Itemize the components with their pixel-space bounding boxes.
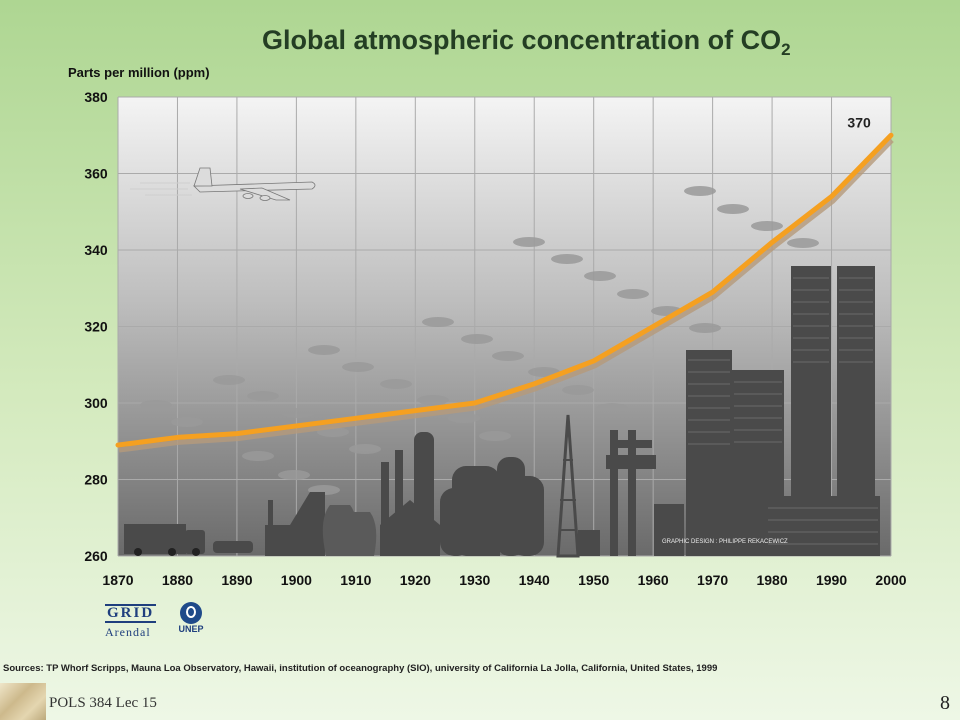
x-tick-1960: 1960 [638, 572, 669, 588]
x-tick-1870: 1870 [102, 572, 133, 588]
source-text: Sources: TP Whorf Scripps, Mauna Loa Obs… [3, 663, 717, 674]
chart-title: Global atmospheric concentration of CO2 [262, 25, 791, 59]
y-tick-280: 280 [84, 472, 108, 488]
series-layer [115, 132, 894, 453]
data-point-1900 [295, 425, 298, 427]
grid-logo-sub: Arendal [105, 625, 151, 639]
data-point-1880 [176, 436, 179, 439]
co2-chart: Global atmospheric concentration of CO2 … [3, 25, 907, 674]
unep-emblem-icon [180, 602, 202, 624]
x-tick-1970: 1970 [697, 572, 728, 588]
x-tick-1890: 1890 [221, 572, 252, 588]
data-point-1980 [771, 241, 773, 244]
footer-texture [0, 683, 46, 720]
y-tick-340: 340 [84, 242, 108, 258]
series-0-line [115, 132, 894, 448]
y-tick-380: 380 [84, 89, 108, 105]
x-tick-1950: 1950 [578, 572, 609, 588]
unep-logo-text: UNEP [178, 624, 204, 634]
smoke-clouds [140, 186, 819, 495]
y-axis-ticks: 260 280 300 320 340 360 380 [84, 89, 108, 564]
data-point-1890 [236, 432, 238, 435]
data-point-1910 [355, 417, 357, 420]
data-point-1870 [117, 444, 119, 446]
grid-arendal-logo: GRID Arendal [105, 604, 175, 640]
y-tick-260: 260 [84, 548, 108, 564]
y-tick-320: 320 [84, 319, 108, 335]
x-axis-ticks: 1870 1880 1890 1900 1910 1920 1930 1940 1950 1960… [102, 572, 906, 588]
data-point-2000 [890, 134, 892, 137]
x-tick-1940: 1940 [519, 572, 550, 588]
x-tick-1990: 1990 [816, 572, 847, 588]
data-point-1950 [592, 360, 595, 362]
x-tick-1900: 1900 [281, 572, 312, 588]
slide-footer: POLS 384 Lec 15 8 [0, 683, 960, 720]
airplane-icon [130, 167, 316, 201]
page-number: 8 [940, 692, 950, 714]
y-axis-title: Parts per million (ppm) [68, 65, 210, 80]
graphic-credit: GRAPHIC DESIGN : PHILIPPE REKACEWICZ [662, 539, 788, 545]
x-tick-1910: 1910 [340, 572, 371, 588]
data-point-1960 [652, 325, 654, 328]
data-point-1990 [830, 195, 833, 198]
footer-label: POLS 384 Lec 15 [49, 695, 157, 711]
data-point-1970 [711, 291, 714, 293]
grid-logo-letters: GRID [105, 604, 157, 623]
x-tick-2000: 2000 [875, 572, 906, 588]
data-point-1930 [473, 402, 476, 404]
data-point-1940 [533, 383, 536, 385]
data-point-1920 [414, 409, 417, 412]
x-tick-1980: 1980 [756, 572, 787, 588]
x-tick-1930: 1930 [459, 572, 490, 588]
y-tick-300: 300 [84, 395, 108, 411]
unep-logo: UNEP [176, 602, 206, 638]
x-tick-1880: 1880 [162, 572, 193, 588]
y-tick-360: 360 [84, 166, 108, 182]
x-tick-1920: 1920 [400, 572, 431, 588]
annotation-370: 370 [847, 114, 871, 130]
building-windows [688, 277, 878, 545]
series-0-shadow [118, 138, 894, 453]
